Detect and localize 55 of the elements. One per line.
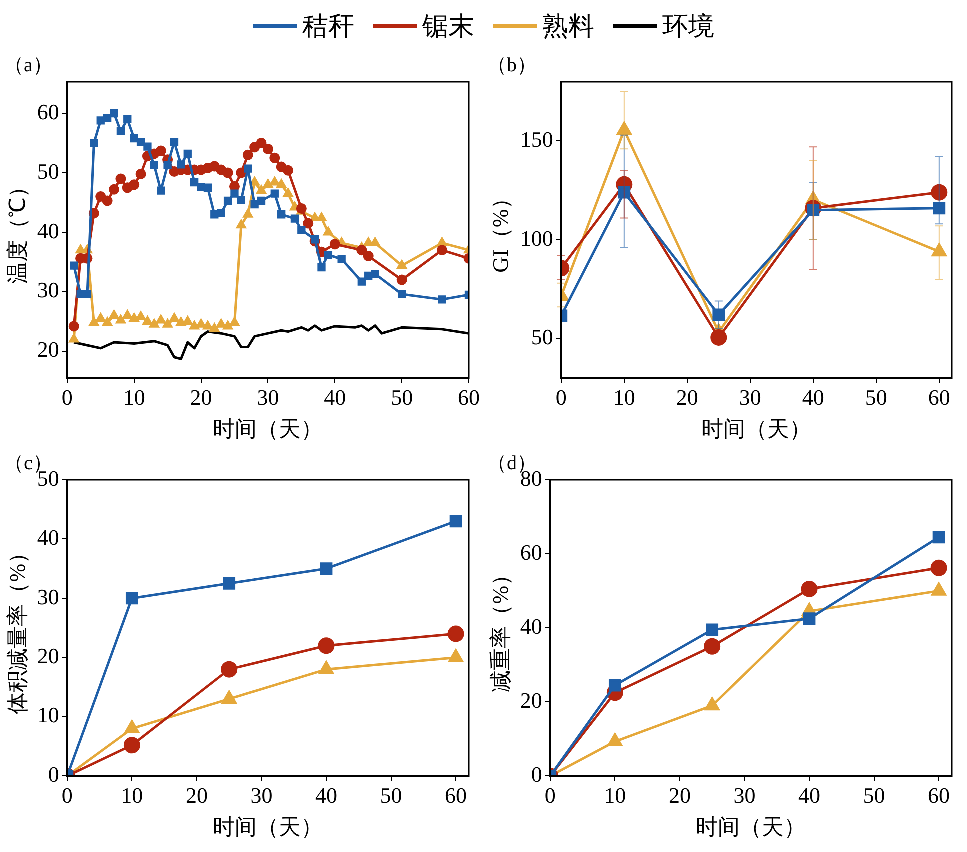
legend-label: 秸秆 bbox=[302, 10, 354, 42]
x-tick-label: 10 bbox=[604, 783, 626, 808]
x-tick-label: 30 bbox=[257, 385, 280, 410]
chart-title: （b） bbox=[487, 54, 537, 76]
y-tick-label: 30 bbox=[37, 584, 60, 610]
x-tick-label: 50 bbox=[391, 385, 414, 410]
y-tick-label: 0 bbox=[48, 762, 60, 787]
y-axis-title: GI（%） bbox=[488, 187, 513, 273]
y-tick-label: 20 bbox=[37, 337, 60, 362]
y-axis-title: 体积减量率（%） bbox=[4, 542, 30, 714]
x-tick-label: 60 bbox=[928, 385, 950, 410]
y-axis-title: 减重率（%） bbox=[488, 564, 513, 692]
x-axis-title: 时间（天） bbox=[213, 416, 324, 442]
y-tick-label: 60 bbox=[520, 540, 542, 565]
x-axis-title: 时间（天） bbox=[702, 416, 812, 442]
x-axis-title: 时间（天） bbox=[213, 814, 324, 840]
x-tick-label: 50 bbox=[865, 385, 888, 410]
y-tick-label: 40 bbox=[37, 525, 60, 550]
x-tick-label: 40 bbox=[324, 385, 346, 410]
y-tick-label: 0 bbox=[531, 762, 542, 787]
x-tick-label: 10 bbox=[123, 385, 146, 410]
y-tick-label: 150 bbox=[520, 127, 554, 152]
y-axis-title: 温度（℃） bbox=[4, 176, 30, 284]
y-tick-label: 40 bbox=[37, 218, 60, 244]
y-tick-label: 60 bbox=[37, 99, 60, 124]
x-tick-label: 20 bbox=[190, 385, 212, 410]
x-tick-label: 30 bbox=[739, 385, 762, 410]
x-tick-label: 50 bbox=[863, 783, 886, 808]
legend-label: 锯末 bbox=[422, 10, 474, 42]
y-tick-label: 50 bbox=[37, 158, 60, 184]
y-tick-label: 20 bbox=[520, 688, 542, 713]
y-tick-label: 30 bbox=[37, 278, 60, 303]
x-tick-label: 20 bbox=[186, 783, 208, 808]
x-tick-label: 30 bbox=[734, 783, 756, 808]
x-tick-label: 20 bbox=[668, 783, 691, 808]
x-tick-label: 60 bbox=[458, 385, 480, 410]
x-tick-label: 60 bbox=[445, 783, 468, 808]
y-tick-label: 40 bbox=[520, 614, 542, 639]
x-axis-title: 时间（天） bbox=[696, 814, 806, 840]
x-tick-label: 40 bbox=[315, 783, 338, 808]
legend-label: 环境 bbox=[662, 10, 714, 42]
y-tick-label: 100 bbox=[520, 226, 554, 251]
x-tick-label: 40 bbox=[802, 385, 824, 410]
chart-title: （a） bbox=[4, 54, 53, 76]
legend-label: 熟料 bbox=[542, 10, 594, 42]
x-tick-label: 10 bbox=[613, 385, 636, 410]
x-tick-label: 60 bbox=[928, 783, 950, 808]
y-tick-label: 10 bbox=[37, 702, 60, 728]
y-tick-label: 50 bbox=[531, 324, 554, 350]
x-tick-label: 30 bbox=[250, 783, 273, 808]
y-tick-label: 20 bbox=[37, 644, 60, 668]
x-tick-label: 40 bbox=[798, 783, 820, 808]
x-tick-label: 20 bbox=[676, 385, 698, 410]
x-tick-label: 10 bbox=[121, 783, 144, 808]
x-tick-label: 50 bbox=[380, 783, 402, 808]
